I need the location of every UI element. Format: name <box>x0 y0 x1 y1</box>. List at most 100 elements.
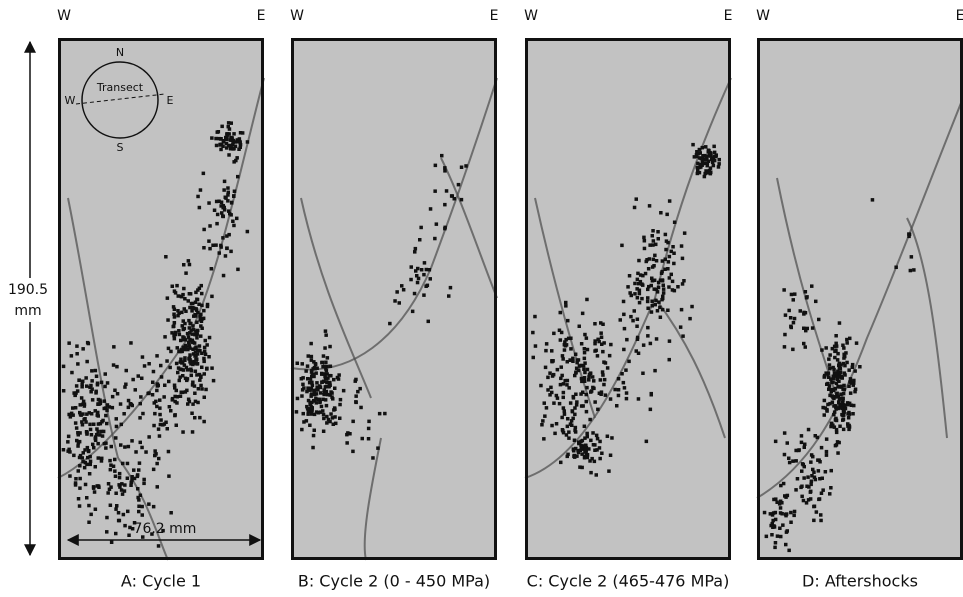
event-dot <box>848 377 853 381</box>
event-dot <box>91 442 95 447</box>
event-dot <box>129 341 133 345</box>
event-dot <box>831 423 835 427</box>
event-dot <box>186 347 190 352</box>
compass-east: E <box>167 94 174 107</box>
event-dot <box>800 462 805 466</box>
event-dot <box>193 312 197 317</box>
event-dot <box>310 380 314 385</box>
fracture <box>906 217 948 439</box>
event-dot <box>783 494 787 498</box>
event-dot <box>648 407 653 412</box>
event-dot <box>334 421 338 426</box>
event-dot <box>664 247 668 252</box>
event-dot <box>141 411 145 416</box>
event-dot <box>653 302 657 307</box>
event-dot <box>299 377 304 381</box>
event-dot <box>69 354 74 358</box>
event-dot <box>76 497 81 501</box>
event-dot <box>531 330 535 335</box>
event-dot <box>76 444 80 448</box>
event-dot <box>847 401 852 406</box>
event-dot <box>801 498 806 503</box>
event-dot <box>653 368 657 373</box>
event-dot <box>170 284 174 288</box>
event-dot <box>85 445 90 450</box>
event-dot <box>201 171 206 176</box>
event-dot <box>787 308 791 313</box>
event-dot <box>812 475 817 479</box>
event-dot <box>794 459 798 463</box>
event-dot <box>217 251 221 255</box>
event-dot <box>870 198 875 202</box>
event-dot <box>415 274 419 278</box>
west-label: W <box>57 8 71 24</box>
event-dot <box>449 194 454 198</box>
event-dot <box>96 410 100 415</box>
event-dot <box>71 406 75 410</box>
event-dot <box>183 376 188 381</box>
event-dot <box>176 294 180 298</box>
event-dot <box>182 307 186 311</box>
event-dot <box>66 449 70 453</box>
event-dot <box>130 439 134 443</box>
event-dot <box>120 482 124 486</box>
event-dot <box>804 328 808 333</box>
event-dot <box>78 412 83 417</box>
event-dot <box>100 429 104 434</box>
event-dot <box>650 276 654 280</box>
event-dot <box>325 421 329 425</box>
event-dot <box>189 321 193 326</box>
event-dot <box>434 222 439 226</box>
event-dot <box>189 367 193 371</box>
event-dot <box>231 140 235 144</box>
event-dot <box>193 346 197 350</box>
event-dot <box>158 412 162 417</box>
event-dot <box>359 405 363 410</box>
event-dot <box>622 312 626 317</box>
event-dot <box>147 435 151 439</box>
event-dot <box>356 389 360 394</box>
event-dot <box>418 238 422 242</box>
event-dot <box>125 476 130 480</box>
event-dot <box>852 403 856 408</box>
event-dot <box>129 480 133 484</box>
event-dot <box>609 342 613 347</box>
event-dot <box>573 425 578 430</box>
event-dot <box>187 344 191 348</box>
event-dot <box>95 383 100 387</box>
event-dot <box>328 344 332 349</box>
event-dot <box>312 399 317 403</box>
event-dot <box>123 483 127 487</box>
event-dot <box>140 445 144 450</box>
event-dot <box>607 469 611 473</box>
event-dot <box>809 479 814 483</box>
event-dot <box>595 448 599 452</box>
event-dot <box>705 161 710 165</box>
event-dot <box>561 406 566 410</box>
event-dot <box>102 399 106 403</box>
fracture <box>756 97 963 499</box>
event-dot <box>819 513 823 517</box>
compass-north: N <box>116 46 124 59</box>
event-dot <box>842 352 846 357</box>
event-dot <box>837 385 841 389</box>
event-dot <box>789 520 793 524</box>
event-dot <box>773 510 778 515</box>
event-dot <box>670 288 675 292</box>
event-dot <box>831 388 836 393</box>
event-dot <box>309 358 314 362</box>
event-dot <box>96 484 101 488</box>
event-dot <box>622 326 627 331</box>
event-dot <box>610 436 614 440</box>
event-dot <box>851 412 855 416</box>
event-dot <box>909 255 914 259</box>
west-label: W <box>290 8 304 24</box>
event-dot <box>582 350 587 355</box>
event-dot <box>98 401 103 406</box>
event-dot <box>220 211 224 215</box>
event-dot <box>134 450 138 454</box>
event-dot <box>573 428 577 433</box>
event-dot <box>135 474 140 479</box>
event-dot <box>831 380 835 384</box>
event-dot <box>205 302 210 307</box>
